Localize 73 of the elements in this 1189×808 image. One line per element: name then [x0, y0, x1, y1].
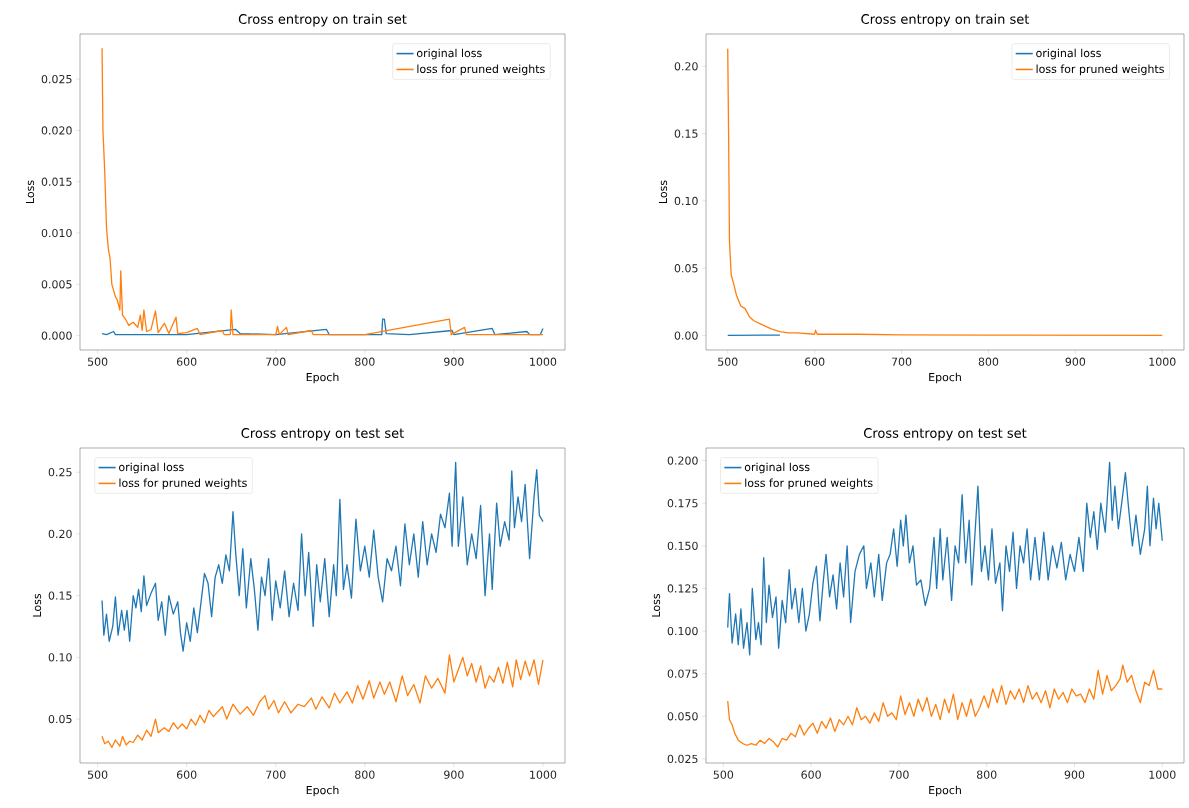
y-axis-title: Loss [651, 593, 661, 617]
x-tick-label: 1000 [530, 357, 557, 366]
x-tick-label: 900 [1064, 770, 1085, 779]
y-tick-label: 0.000 [41, 331, 72, 340]
x-axis-title: Epoch [306, 785, 339, 797]
chart-title: Cross entropy on train set [238, 13, 407, 27]
x-tick-label: 700 [889, 770, 909, 779]
y-tick-label: 0.125 [667, 584, 698, 593]
y-axis-title: Loss [25, 180, 35, 203]
y-tick-label: 0.025 [667, 754, 698, 764]
y-tick-label: 0.05 [674, 264, 698, 273]
y-tick-label: 0.050 [667, 712, 698, 721]
y-tick-label: 0.15 [48, 591, 72, 600]
x-tick-label: 800 [978, 357, 999, 366]
x-tick-label: 500 [718, 357, 738, 366]
x-axis-title: Epoch [929, 372, 961, 384]
legend-label: original loss [416, 48, 482, 60]
x-tick-label: 500 [87, 357, 108, 366]
y-tick-label: 0.010 [41, 228, 72, 238]
y-tick-label: 0.020 [41, 126, 72, 135]
x-tick-label: 800 [355, 357, 375, 366]
y-tick-label: 0.20 [674, 62, 698, 71]
x-tick-label: 600 [804, 357, 825, 366]
y-tick-label: 0.075 [667, 669, 698, 678]
x-tick-label: 700 [266, 357, 286, 366]
x-tick-label: 600 [176, 770, 197, 779]
x-tick-label: 900 [444, 770, 464, 779]
line-series [727, 48, 1163, 337]
x-tick-label: 500 [87, 770, 108, 779]
x-tick-label: 500 [713, 770, 734, 779]
legend-label: loss for pruned weights [119, 478, 247, 490]
chart-title: Cross entropy on test set [241, 428, 404, 441]
y-tick-label: 0.10 [48, 653, 72, 662]
y-axis-title: Loss [32, 593, 42, 617]
y-tick-label: 0.005 [41, 280, 72, 289]
y-axis-title: Loss [658, 180, 668, 203]
y-tick-label: 0.10 [674, 196, 698, 206]
y-tick-label: 0.25 [48, 468, 72, 477]
chart-title: Cross entropy on train set [861, 13, 1030, 27]
x-tick-label: 900 [444, 357, 464, 366]
line-series [101, 47, 544, 336]
y-tick-label: 0.150 [667, 541, 698, 550]
line-series [101, 461, 544, 652]
y-tick-label: 0.05 [48, 714, 72, 724]
line-series [727, 664, 1163, 748]
y-tick-label: 0.15 [674, 129, 698, 138]
x-tick-label: 1000 [1149, 357, 1176, 366]
legend-label: original loss [1036, 48, 1101, 60]
x-axis-title: Epoch [306, 372, 339, 384]
chart-title: Cross entropy on test set [864, 428, 1027, 441]
x-tick-label: 600 [176, 357, 197, 366]
y-tick-label: 0.20 [48, 529, 72, 539]
x-tick-label: 700 [266, 770, 286, 779]
y-tick-label: 0.015 [41, 177, 72, 186]
x-tick-label: 800 [355, 770, 375, 779]
x-tick-label: 1000 [530, 770, 557, 779]
y-tick-label: 0.200 [667, 456, 698, 465]
y-tick-label: 0.00 [674, 331, 698, 340]
legend-label: original loss [119, 462, 184, 474]
y-tick-label: 0.025 [41, 74, 72, 84]
x-tick-label: 800 [976, 770, 997, 779]
legend-label: loss for pruned weights [745, 478, 873, 490]
x-tick-label: 900 [1065, 357, 1086, 366]
x-tick-label: 1000 [1149, 770, 1176, 779]
line-series [727, 461, 1163, 656]
legend-label: original loss [744, 462, 810, 474]
legend-label: loss for pruned weights [417, 64, 545, 76]
y-tick-label: 0.175 [667, 499, 698, 508]
x-tick-label: 700 [891, 357, 912, 366]
legend-label: loss for pruned weights [1036, 64, 1164, 76]
x-axis-title: Epoch [929, 785, 961, 797]
y-tick-label: 0.100 [667, 626, 698, 636]
x-tick-label: 600 [801, 770, 821, 779]
